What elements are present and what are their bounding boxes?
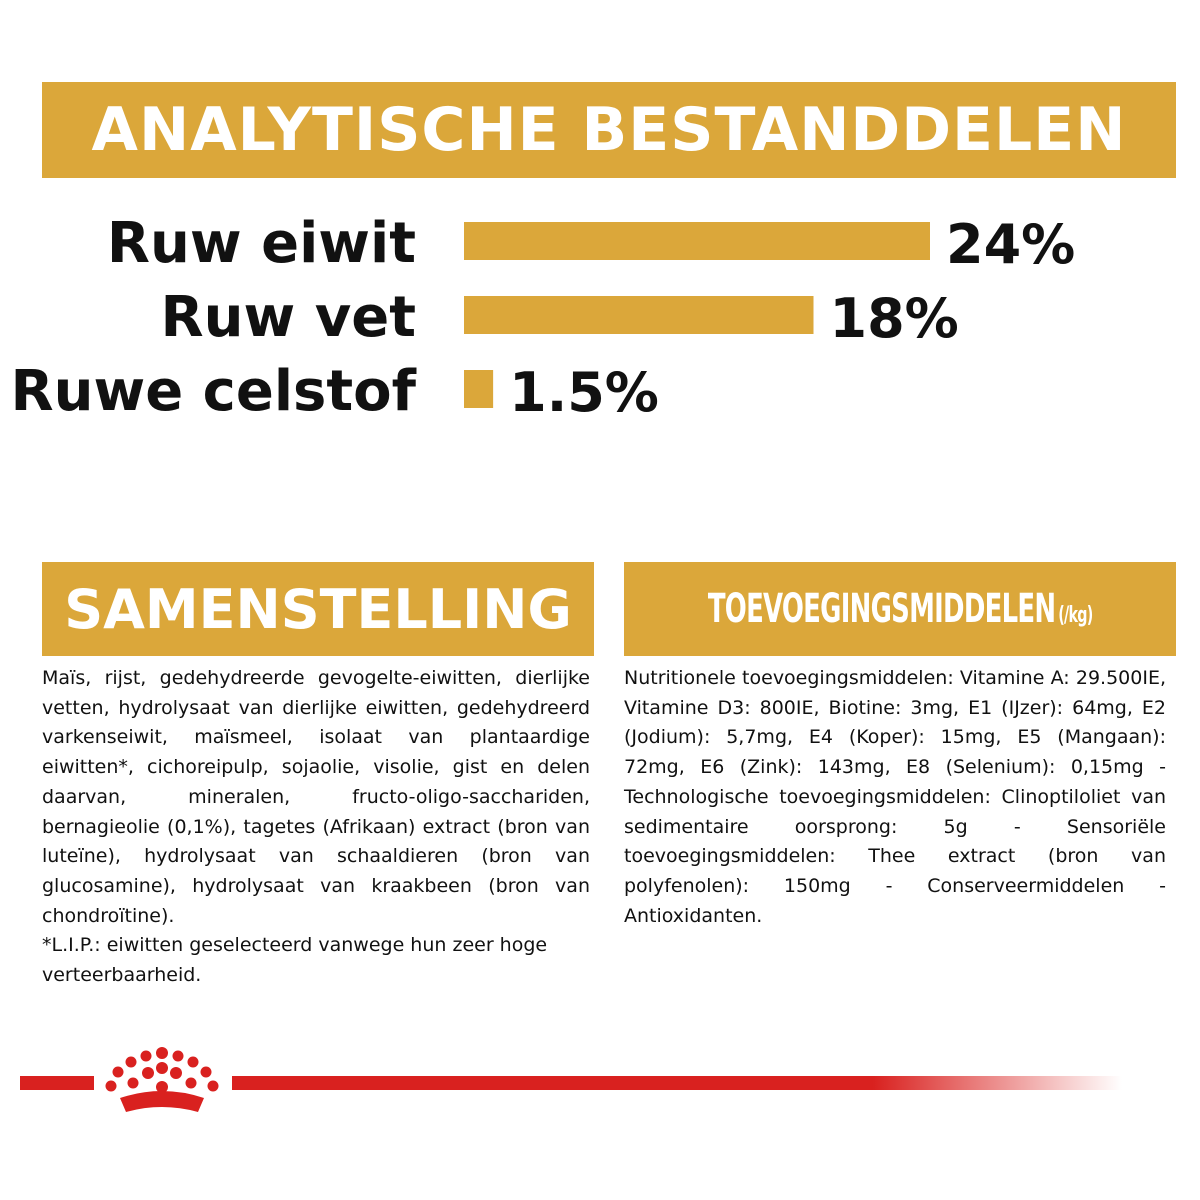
toevoegingsmiddelen-text-block: Nutritionele toevoegingsmiddelen: Vitami…: [624, 664, 1166, 931]
chart-canvas: [464, 222, 930, 408]
footer-graphic: [20, 1047, 1122, 1112]
bar-0: [464, 222, 930, 260]
toevoegingsmiddelen-unit: (/kg): [1058, 603, 1093, 628]
value-label-1: 18%: [829, 287, 959, 350]
samenstelling-text-block: Maïs, rijst, gedehydreerde gevogelte-eiw…: [42, 664, 590, 991]
bar-1: [464, 296, 814, 334]
category-label-2: Ruwe celstof: [10, 359, 416, 424]
page-title: ANALYTISCHE BESTANDDELEN: [91, 95, 1127, 165]
brand-footer: [0, 1040, 1200, 1120]
footer-rule-left: [20, 1076, 94, 1090]
samenstelling-text: Maïs, rijst, gedehydreerde gevogelte-eiw…: [42, 667, 590, 927]
category-label-0: Ruw eiwit: [106, 211, 416, 276]
toevoegingsmiddelen-heading: TOEVOEGINGSMIDDELEN: [707, 586, 1056, 632]
toevoegingsmiddelen-banner: TOEVOEGINGSMIDDELEN (/kg): [624, 562, 1176, 656]
bar-2: [464, 370, 494, 408]
category-label-1: Ruw vet: [160, 285, 416, 350]
crown-icon: [105, 1047, 219, 1112]
toevoegingsmiddelen-text: Nutritionele toevoegingsmiddelen: Vitami…: [624, 667, 1166, 927]
samenstelling-note: *L.I.P.: eiwitten geselecteerd vanwege h…: [42, 934, 548, 987]
value-label-0: 24%: [946, 213, 1076, 276]
title-banner: ANALYTISCHE BESTANDDELEN: [42, 82, 1176, 178]
nutrient-bar-chart: Ruw eiwit 24% Ruw vet 18% Ruwe celstof 1.5%: [0, 0, 1200, 460]
toevoegingsmiddelen-heading-wrap: TOEVOEGINGSMIDDELEN (/kg): [708, 586, 1093, 632]
value-label-2: 1.5%: [509, 361, 659, 424]
samenstelling-banner: SAMENSTELLING: [42, 562, 594, 656]
samenstelling-heading: SAMENSTELLING: [64, 577, 572, 641]
footer-rule-right: [232, 1076, 1122, 1090]
